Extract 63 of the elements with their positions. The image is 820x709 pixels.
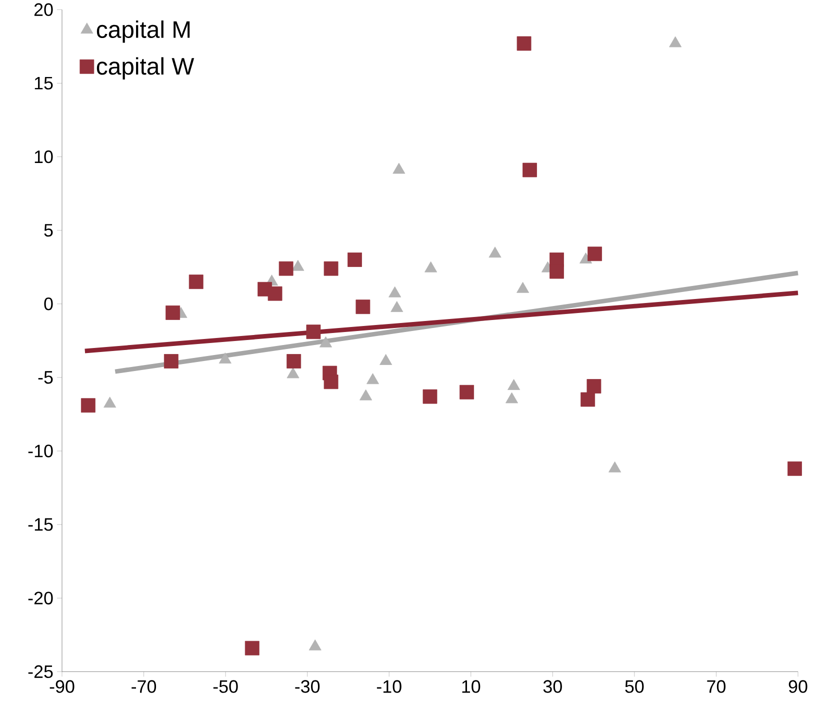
point bbox=[308, 640, 322, 651]
y-tick-label: -15 bbox=[28, 518, 53, 531]
x-tick-label: -50 bbox=[213, 680, 238, 694]
y-tick-label: 20 bbox=[34, 3, 53, 16]
x-tick-label: -70 bbox=[132, 680, 156, 694]
point bbox=[516, 36, 532, 51]
point bbox=[80, 398, 96, 413]
point bbox=[608, 462, 622, 473]
point bbox=[516, 282, 530, 294]
point bbox=[488, 246, 502, 258]
x-tick-label: 30 bbox=[543, 680, 562, 694]
y-tick-label: 15 bbox=[34, 77, 53, 90]
point bbox=[278, 262, 294, 276]
point bbox=[268, 286, 282, 301]
point bbox=[669, 36, 682, 48]
point bbox=[506, 392, 518, 404]
y-tick-label: -25 bbox=[28, 665, 53, 678]
y-tick-label: -10 bbox=[28, 444, 53, 458]
point bbox=[380, 354, 392, 366]
point bbox=[588, 246, 602, 262]
point bbox=[460, 385, 474, 400]
y-tick-label: -20 bbox=[28, 592, 53, 605]
point bbox=[244, 641, 260, 656]
x-tick-label: -90 bbox=[50, 680, 74, 694]
x-tick-label: -10 bbox=[376, 680, 402, 694]
point bbox=[319, 336, 332, 348]
x-tick-label: -30 bbox=[295, 680, 320, 694]
point bbox=[360, 390, 372, 400]
legend-label: capital W bbox=[96, 57, 194, 80]
legend-label: capital M bbox=[96, 20, 190, 43]
point bbox=[366, 373, 380, 384]
point bbox=[522, 162, 537, 178]
point bbox=[424, 262, 438, 272]
point bbox=[390, 301, 404, 312]
point bbox=[292, 260, 304, 271]
x-tick-label: 90 bbox=[788, 680, 808, 694]
point bbox=[356, 300, 370, 314]
point bbox=[550, 264, 564, 279]
point bbox=[788, 462, 802, 476]
point bbox=[286, 367, 300, 378]
x-tick-label: 10 bbox=[462, 680, 480, 694]
point bbox=[580, 392, 596, 407]
y-tick-label: 10 bbox=[34, 150, 53, 164]
y-tick-label: 5 bbox=[44, 224, 53, 237]
point bbox=[286, 354, 302, 369]
point bbox=[306, 324, 321, 340]
y-tick-label: 0 bbox=[44, 298, 53, 310]
point bbox=[508, 379, 520, 390]
point bbox=[422, 390, 438, 404]
point bbox=[348, 252, 362, 268]
point bbox=[188, 274, 204, 290]
point bbox=[218, 352, 232, 364]
point bbox=[104, 396, 116, 408]
point bbox=[388, 286, 402, 298]
x-tick-label: 50 bbox=[625, 680, 644, 694]
point bbox=[324, 262, 338, 276]
point bbox=[164, 354, 178, 369]
point bbox=[324, 374, 338, 390]
y-tick-label: -5 bbox=[38, 371, 53, 384]
point bbox=[586, 379, 602, 394]
point bbox=[392, 162, 406, 174]
x-tick-label: 70 bbox=[707, 680, 726, 694]
point bbox=[166, 306, 180, 320]
